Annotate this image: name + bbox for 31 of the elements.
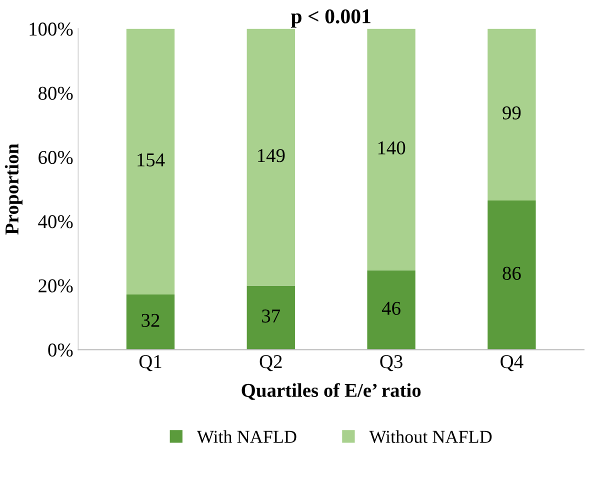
y-tick-label: 40% (38, 215, 73, 228)
annotation: 32 (142, 314, 160, 327)
y-tick-label: 80% (38, 86, 73, 100)
x-tick-label: Q3 (380, 355, 402, 372)
bar (367, 28, 416, 270)
bar (488, 200, 536, 350)
y-axis-title: Proportion (4, 144, 22, 235)
x-tick-label: Q2 (260, 355, 282, 372)
bar (126, 294, 175, 350)
x-tick-label: Q4 (500, 355, 524, 372)
y-tick-label: 20% (38, 279, 73, 292)
bar (488, 28, 536, 200)
x-tick-label: Q1 (139, 355, 162, 372)
bar (246, 286, 295, 350)
y-tick-label: 60% (38, 150, 73, 164)
y-tick-label: 0% (48, 343, 73, 357)
annotation: 86 (502, 266, 521, 280)
annotation: 99 (502, 106, 521, 120)
annotation: 140 (378, 141, 406, 154)
annotation: 37 (262, 310, 280, 323)
bar (367, 270, 416, 350)
annotation: 46 (382, 302, 400, 315)
chart-title: p < 0.001 (290, 9, 370, 28)
bar (126, 28, 175, 294)
x-axis-title: Quartiles of E/e’ ratio (242, 383, 421, 400)
bar (246, 28, 295, 286)
y-tick-label: 100% (30, 22, 73, 36)
legend-label: Without NAFLD (369, 430, 492, 444)
legend-label: With NAFLD (196, 430, 296, 444)
annotation: 154 (138, 153, 165, 166)
annotation: 149 (258, 149, 285, 162)
